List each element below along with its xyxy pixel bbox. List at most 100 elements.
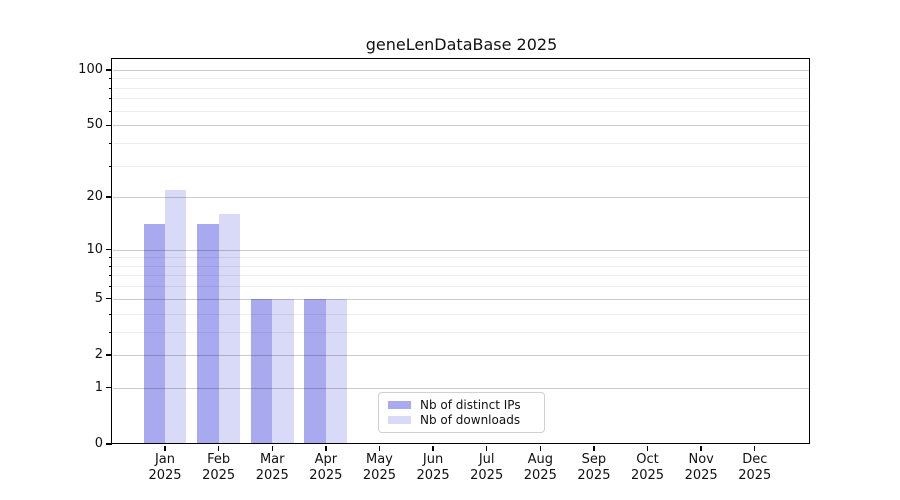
- bar-distinct-ips: [197, 224, 219, 444]
- gridline-minor: [113, 275, 810, 277]
- x-tick-label-month: Feb: [207, 452, 231, 467]
- y-minor-tick: [109, 286, 112, 288]
- y-tick-label: 5: [94, 290, 103, 306]
- gridline-minor: [113, 286, 810, 288]
- legend-swatch-icon: [388, 400, 411, 409]
- bars-layer: [113, 60, 810, 444]
- x-tick-label-year: 2025: [255, 468, 289, 483]
- x-tick-label-month: Mar: [259, 452, 285, 467]
- y-tick: [106, 196, 112, 198]
- x-tick: [271, 446, 273, 451]
- x-tick-label-year: 2025: [738, 468, 772, 483]
- x-tick: [700, 446, 702, 451]
- gridline-minor: [113, 313, 810, 315]
- y-minor-tick: [109, 98, 112, 100]
- gridline-minor: [113, 142, 810, 144]
- gridline-minor: [113, 98, 810, 100]
- y-tick: [106, 354, 112, 356]
- gridline-major: [113, 125, 810, 127]
- y-tick: [106, 124, 112, 126]
- y-minor-tick: [109, 110, 112, 112]
- x-tick-label-year: 2025: [630, 468, 665, 483]
- gridline-minor: [113, 265, 810, 267]
- x-tick: [593, 446, 595, 451]
- gridline-major: [113, 249, 810, 251]
- x-tick-label-year: 2025: [309, 468, 343, 483]
- legend-swatch-icon: [388, 416, 411, 425]
- x-tick-label-month: Dec: [742, 452, 768, 467]
- y-tick-label: 2: [94, 346, 103, 362]
- y-tick-label: 50: [86, 117, 103, 133]
- x-tick: [485, 446, 488, 451]
- x-tick: [378, 446, 381, 451]
- bar-downloads: [325, 298, 348, 444]
- y-minor-tick: [109, 78, 112, 80]
- y-tick: [106, 248, 112, 251]
- y-tick-label: 20: [86, 189, 103, 205]
- bar-distinct-ips: [304, 298, 326, 444]
- chart-title: geneLenDataBase 2025: [365, 35, 558, 54]
- x-tick-label-month: Oct: [636, 452, 659, 467]
- x-tick-label-month: Sep: [581, 452, 607, 467]
- x-tick: [646, 446, 649, 451]
- y-tick-label: 0: [94, 436, 103, 451]
- x-tick-label-month: Jul: [478, 452, 495, 467]
- x-tick: [164, 446, 166, 451]
- x-tick: [325, 446, 327, 451]
- x-tick-label-month: Nov: [688, 452, 714, 467]
- x-tick-label-month: Jan: [154, 452, 176, 467]
- y-minor-tick: [109, 142, 112, 144]
- y-tick-label: 1: [94, 379, 103, 395]
- y-minor-tick: [109, 265, 112, 267]
- x-tick-label-year: 2025: [416, 468, 450, 483]
- bar-downloads: [218, 214, 241, 444]
- y-minor-tick: [109, 257, 112, 259]
- gridline-minor: [113, 331, 810, 333]
- legend-row: Nb of distinct IPs: [388, 398, 535, 412]
- x-tick: [539, 446, 541, 451]
- x-tick-label-year: 2025: [577, 468, 611, 483]
- y-tick-label: 100: [78, 61, 103, 77]
- bar-downloads: [165, 189, 187, 444]
- x-tick-label-year: 2025: [523, 468, 557, 483]
- bar-distinct-ips: [250, 298, 273, 444]
- gridline-minor: [113, 110, 810, 112]
- legend: Nb of distinct IPs Nb of downloads: [378, 392, 545, 433]
- y-tick: [106, 69, 112, 71]
- y-minor-tick: [109, 313, 112, 315]
- legend-label: Nb of downloads: [420, 413, 521, 428]
- grid-layer: [113, 60, 810, 444]
- gridline-major: [113, 354, 810, 356]
- plot-area: [111, 58, 811, 445]
- x-tick: [432, 446, 434, 451]
- y-minor-tick: [109, 165, 112, 167]
- x-tick-label-month: Aug: [527, 452, 553, 467]
- y-minor-tick: [109, 87, 112, 89]
- y-minor-tick: [109, 331, 112, 333]
- y-tick: [106, 298, 112, 300]
- gridline-major: [113, 298, 810, 300]
- x-tick-label-year: 2025: [202, 468, 236, 483]
- x-tick-label-month: Apr: [314, 452, 338, 467]
- gridline-minor: [113, 78, 810, 80]
- bar-downloads: [272, 298, 294, 444]
- x-tick-label-month: May: [366, 452, 393, 467]
- y-tick-label: 10: [86, 241, 103, 257]
- y-minor-tick: [109, 275, 112, 277]
- gridline-major: [113, 69, 810, 71]
- gridline-major: [113, 197, 810, 199]
- x-tick-label-year: 2025: [684, 468, 718, 483]
- y-tick: [106, 387, 112, 389]
- x-tick: [754, 446, 756, 451]
- legend-row: Nb of downloads: [388, 413, 535, 427]
- gridline-minor: [113, 87, 810, 89]
- x-tick-label-month: Jun: [422, 452, 444, 467]
- gridline-major: [113, 387, 810, 389]
- x-tick: [217, 446, 220, 451]
- x-tick-label-year: 2025: [148, 468, 182, 483]
- gridline-minor: [113, 165, 810, 167]
- bar-distinct-ips: [143, 224, 165, 444]
- x-tick-label-year: 2025: [362, 468, 396, 483]
- y-tick: [106, 443, 112, 445]
